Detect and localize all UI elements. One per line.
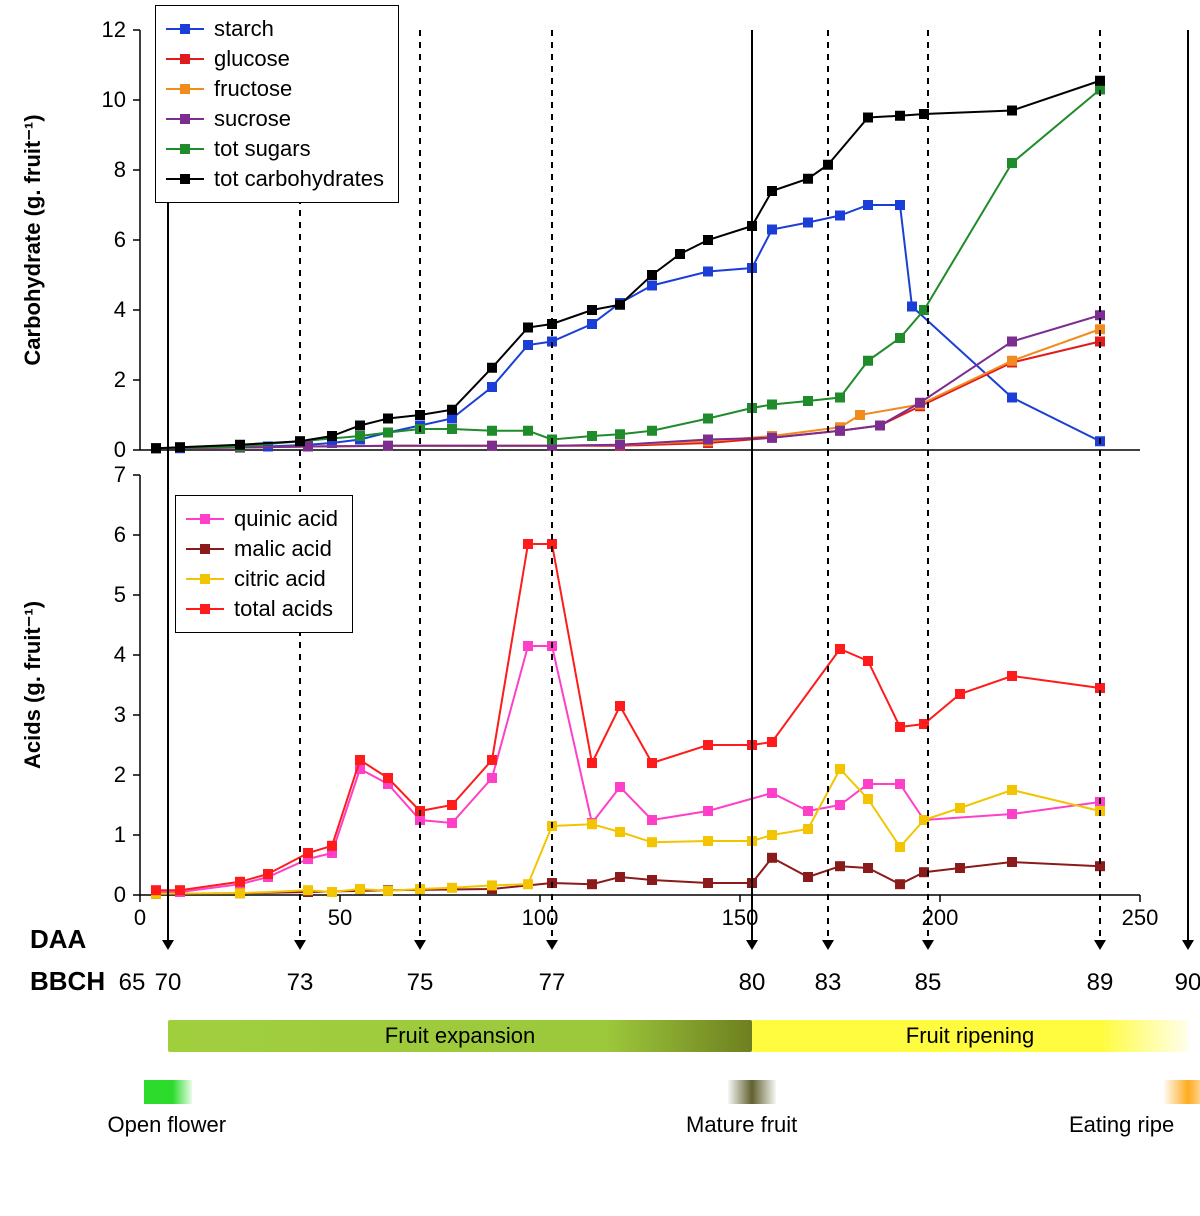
legend-label: glucose [214,46,290,72]
legend-label: fructose [214,76,292,102]
legend-label: sucrose [214,106,291,132]
svg-text:3: 3 [114,702,126,727]
legend-item: malic acid [186,534,338,564]
svg-text:BBCH: BBCH [30,966,105,996]
legend-label: tot sugars [214,136,311,162]
legend-item: total acids [186,594,338,624]
stage-bar: Fruit expansion [168,1020,752,1052]
svg-text:65: 65 [119,969,146,996]
legend-item: citric acid [186,564,338,594]
legend-item: fructose [166,74,384,104]
svg-text:DAA: DAA [30,924,87,954]
stage-label: Mature fruit [686,1112,797,1138]
svg-text:2: 2 [114,762,126,787]
svg-text:10: 10 [102,87,126,112]
svg-text:12: 12 [102,17,126,42]
svg-text:77: 77 [539,969,566,996]
legend-label: quinic acid [234,506,338,532]
svg-text:8: 8 [114,157,126,182]
svg-text:0: 0 [134,905,146,930]
legend-label: tot carbohydrates [214,166,384,192]
svg-text:250: 250 [1122,905,1159,930]
svg-text:1: 1 [114,822,126,847]
svg-text:0: 0 [114,437,126,462]
svg-text:Carbohydrate (g. fruit⁻¹): Carbohydrate (g. fruit⁻¹) [20,114,45,365]
svg-text:83: 83 [815,969,842,996]
legend-item: starch [166,14,384,44]
svg-text:73: 73 [287,969,314,996]
stage-label: Eating ripe [1069,1112,1174,1138]
legend-label: starch [214,16,274,42]
legend-label: malic acid [234,536,332,562]
legend-item: tot carbohydrates [166,164,384,194]
legend: quinic acid malic acid citric acid total ac… [175,495,353,633]
svg-text:2: 2 [114,367,126,392]
legend-label: citric acid [234,566,326,592]
legend: starch glucose fructose sucrose tot sugars to… [155,5,399,203]
svg-text:Acids (g. fruit⁻¹): Acids (g. fruit⁻¹) [20,601,45,769]
svg-text:6: 6 [114,522,126,547]
stage-label: Open flower [108,1112,227,1138]
legend-label: total acids [234,596,333,622]
svg-text:0: 0 [114,882,126,907]
stage-indicator [144,1080,192,1104]
legend-item: glucose [166,44,384,74]
stage-bar: Fruit ripening [752,1020,1188,1052]
figure-root: 024681012Carbohydrate (g. fruit⁻¹)012345… [0,0,1200,1216]
svg-text:75: 75 [407,969,434,996]
stage-indicator [728,1080,776,1104]
svg-text:50: 50 [328,905,352,930]
svg-text:89: 89 [1087,969,1114,996]
svg-text:85: 85 [915,969,942,996]
svg-text:5: 5 [114,582,126,607]
legend-item: quinic acid [186,504,338,534]
svg-text:70: 70 [155,969,182,996]
svg-text:4: 4 [114,297,126,322]
svg-text:7: 7 [114,462,126,487]
svg-text:90: 90 [1175,969,1200,996]
svg-text:80: 80 [739,969,766,996]
legend-item: sucrose [166,104,384,134]
svg-text:6: 6 [114,227,126,252]
svg-text:4: 4 [114,642,126,667]
legend-item: tot sugars [166,134,384,164]
stage-indicator [1164,1080,1200,1104]
